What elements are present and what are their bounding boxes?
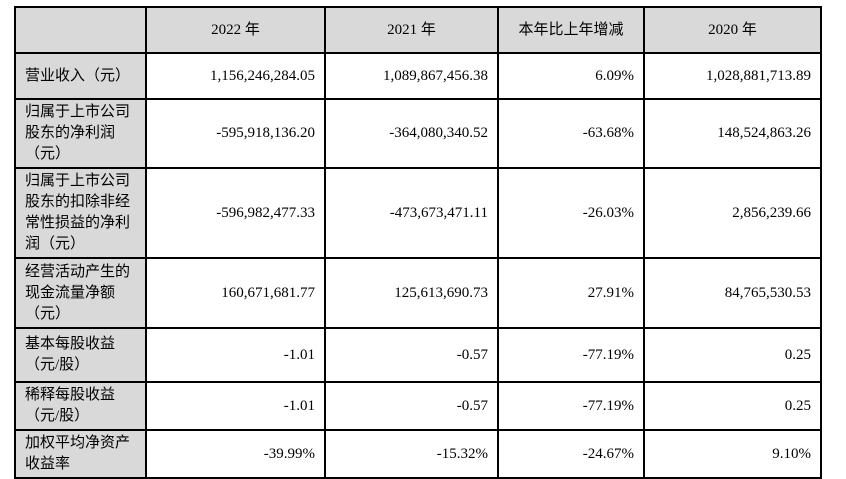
column-header-2021: 2021 年 (324, 6, 499, 54)
cell-value: -596,982,477.33 (145, 167, 326, 259)
table-row-diluted-eps: 稀释每股收益（元/股） -1.01 -0.57 -77.19% 0.25 (14, 381, 822, 431)
column-header-blank (14, 6, 147, 54)
cell-value: 84,765,530.53 (643, 257, 822, 329)
table-row-net-profit-excl-nonrecurring: 归属于上市公司股东的扣除非经常性损益的净利润（元） -596,982,477.3… (14, 167, 822, 259)
cell-value: 27.91% (497, 257, 645, 329)
cell-value: -1.01 (145, 381, 326, 431)
cell-value: 0.25 (643, 381, 822, 431)
cell-value: 125,613,690.73 (324, 257, 499, 329)
cell-value: 148,524,863.26 (643, 98, 822, 169)
cell-value: -364,080,340.52 (324, 98, 499, 169)
cell-value: 0.25 (643, 327, 822, 383)
cell-value: -77.19% (497, 381, 645, 431)
row-label: 经营活动产生的现金流量净额（元） (14, 257, 147, 329)
cell-value: -26.03% (497, 167, 645, 259)
row-label: 基本每股收益（元/股） (14, 327, 147, 383)
column-header-change: 本年比上年增减 (497, 6, 645, 54)
cell-value: 1,089,867,456.38 (324, 52, 499, 100)
cell-value: 1,156,246,284.05 (145, 52, 326, 100)
table-header-row: 2022 年 2021 年 本年比上年增减 2020 年 (14, 6, 822, 54)
column-header-2020: 2020 年 (643, 6, 822, 54)
cell-value: 160,671,681.77 (145, 257, 326, 329)
cell-value: -473,673,471.11 (324, 167, 499, 259)
cell-value: 1,028,881,713.89 (643, 52, 822, 100)
column-header-2022: 2022 年 (145, 6, 326, 54)
cell-value: -0.57 (324, 327, 499, 383)
table-row-net-profit: 归属于上市公司股东的净利润（元） -595,918,136.20 -364,08… (14, 98, 822, 169)
cell-value: -39.99% (145, 429, 326, 479)
table-row-operating-cash-flow: 经营活动产生的现金流量净额（元） 160,671,681.77 125,613,… (14, 257, 822, 329)
table-row-basic-eps: 基本每股收益（元/股） -1.01 -0.57 -77.19% 0.25 (14, 327, 822, 383)
financial-summary-table: 2022 年 2021 年 本年比上年增减 2020 年 营业收入（元） 1,1… (14, 6, 822, 479)
row-label: 归属于上市公司股东的扣除非经常性损益的净利润（元） (14, 167, 147, 259)
cell-value: -595,918,136.20 (145, 98, 326, 169)
cell-value: -63.68% (497, 98, 645, 169)
cell-value: 6.09% (497, 52, 645, 100)
row-label: 归属于上市公司股东的净利润（元） (14, 98, 147, 169)
cell-value: 2,856,239.66 (643, 167, 822, 259)
row-label: 稀释每股收益（元/股） (14, 381, 147, 431)
cell-value: -0.57 (324, 381, 499, 431)
row-label: 营业收入（元） (14, 52, 147, 100)
table-row-revenue: 营业收入（元） 1,156,246,284.05 1,089,867,456.3… (14, 52, 822, 100)
cell-value: -77.19% (497, 327, 645, 383)
cell-value: -1.01 (145, 327, 326, 383)
